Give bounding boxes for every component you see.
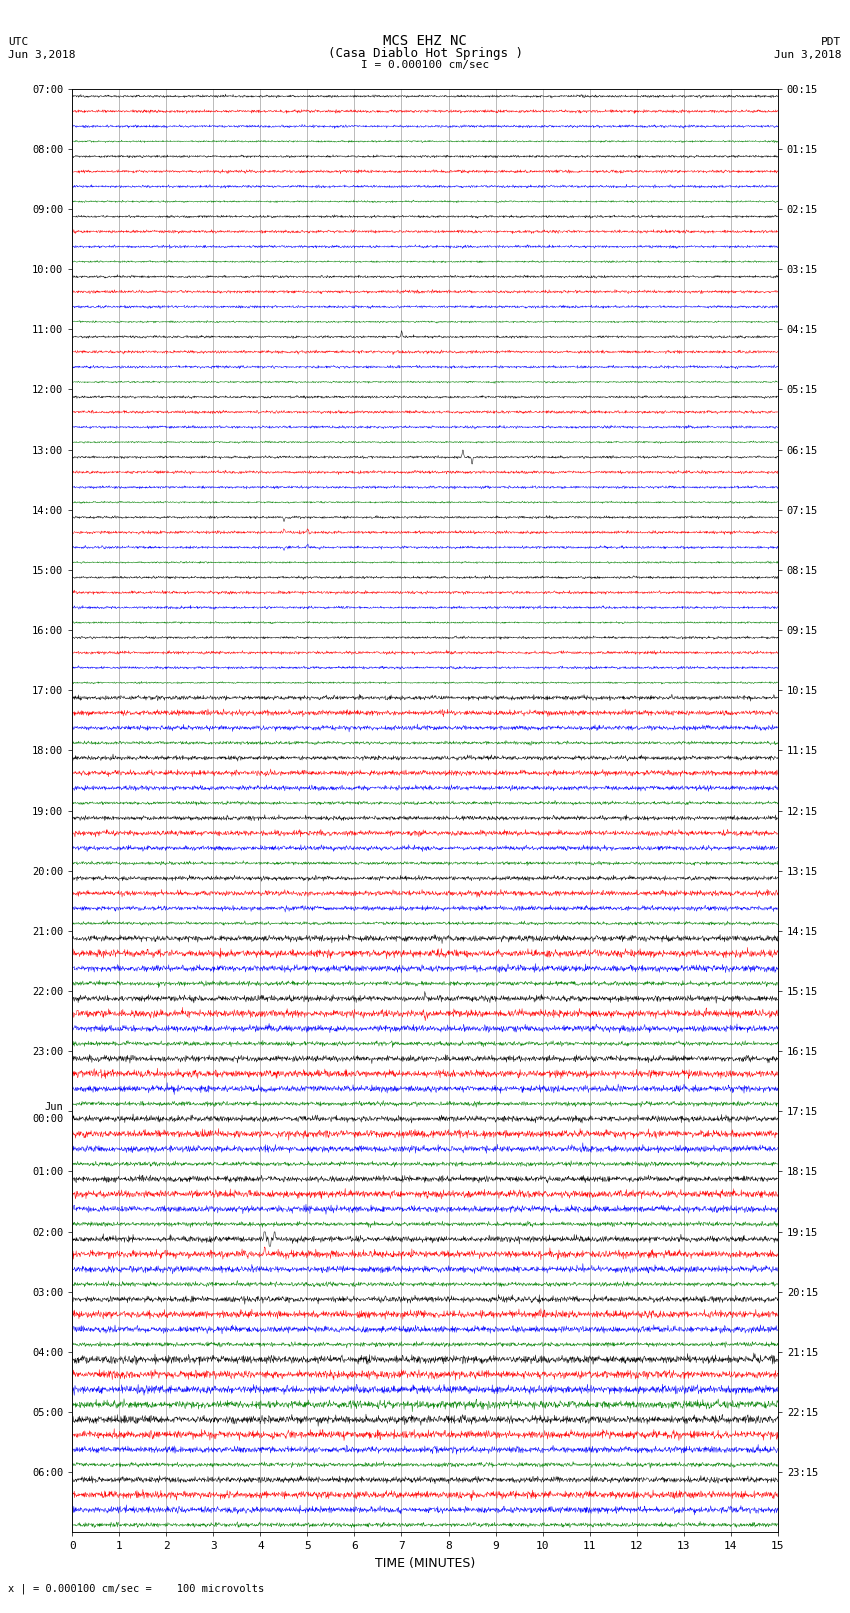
Text: Jun 3,2018: Jun 3,2018 [774,50,842,60]
X-axis label: TIME (MINUTES): TIME (MINUTES) [375,1557,475,1569]
Text: PDT: PDT [821,37,842,47]
Text: MCS EHZ NC: MCS EHZ NC [383,34,467,48]
Text: I = 0.000100 cm/sec: I = 0.000100 cm/sec [361,60,489,69]
Text: x | = 0.000100 cm/sec =    100 microvolts: x | = 0.000100 cm/sec = 100 microvolts [8,1582,264,1594]
Text: Jun 3,2018: Jun 3,2018 [8,50,76,60]
Text: UTC: UTC [8,37,29,47]
Text: (Casa Diablo Hot Springs ): (Casa Diablo Hot Springs ) [327,47,523,60]
